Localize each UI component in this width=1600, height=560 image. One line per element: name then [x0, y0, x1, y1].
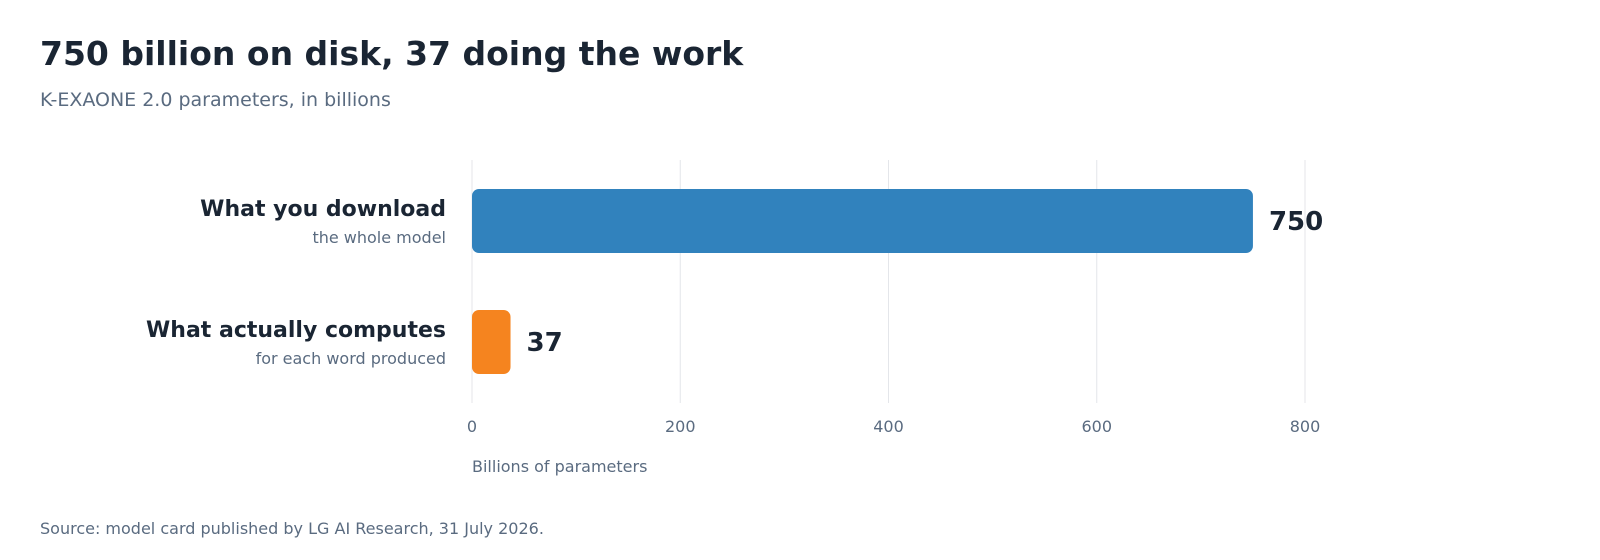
chart-title: 750 billion on disk, 37 doing the work: [40, 34, 744, 73]
bar-value-label: 37: [527, 328, 563, 358]
source-note: Source: model card published by LG AI Re…: [40, 519, 544, 538]
bar: [472, 310, 511, 374]
x-tick-label: 200: [665, 417, 696, 436]
x-axis-label: Billions of parameters: [472, 457, 647, 476]
category-label: What actually computes: [146, 318, 446, 343]
category-sublabel: for each word produced: [256, 349, 446, 368]
category-label: What you download: [200, 197, 446, 222]
bars: 750 37: [472, 189, 1323, 374]
x-tick-label: 0: [467, 417, 477, 436]
bar: [472, 189, 1253, 253]
x-axis-ticks: 0 200 400 600 800: [467, 417, 1320, 436]
category-labels: What you download the whole model What act…: [146, 197, 446, 368]
bar-value-label: 750: [1269, 207, 1323, 237]
x-tick-label: 800: [1290, 417, 1321, 436]
category-sublabel: the whole model: [312, 228, 446, 247]
x-tick-label: 600: [1081, 417, 1112, 436]
chart-subtitle: K-EXAONE 2.0 parameters, in billions: [40, 89, 391, 111]
x-tick-label: 400: [873, 417, 904, 436]
